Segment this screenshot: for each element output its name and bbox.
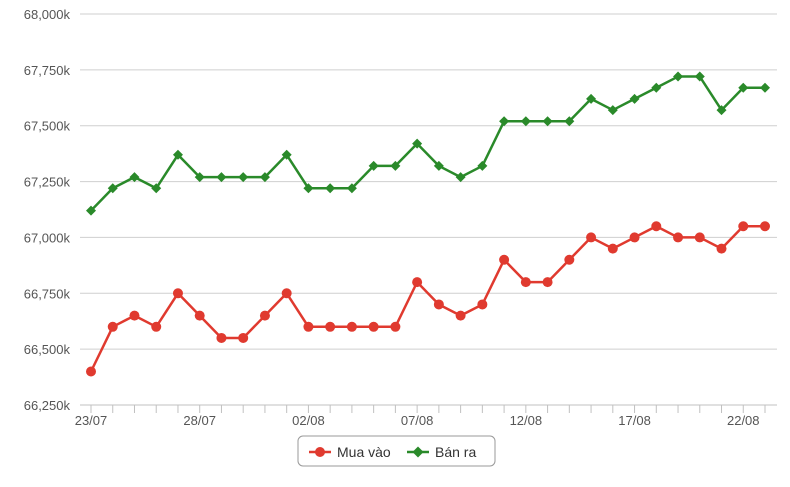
legend-marker-mua-vao	[315, 447, 325, 457]
data-point[interactable]	[325, 183, 336, 194]
data-point[interactable]	[259, 172, 270, 183]
data-point[interactable]	[346, 183, 357, 194]
data-point[interactable]	[651, 221, 662, 232]
data-point[interactable]	[194, 172, 205, 183]
legend-box	[297, 435, 496, 467]
data-point[interactable]	[673, 71, 684, 82]
y-tick-label: 67,500k	[24, 119, 71, 134]
data-point[interactable]	[86, 205, 96, 216]
data-point[interactable]	[172, 149, 183, 160]
legend[interactable]: Mua vào Bán ra	[297, 435, 496, 467]
data-point[interactable]	[455, 310, 466, 321]
data-point[interactable]	[694, 71, 705, 82]
data-point[interactable]	[651, 82, 662, 93]
data-point[interactable]	[368, 321, 379, 332]
data-point[interactable]	[259, 310, 270, 321]
x-axis: 23/07 28/07 02/08 07/08 12/08 17/08 22/08	[75, 404, 777, 428]
data-point[interactable]	[629, 93, 640, 104]
x-tick-label: 22/08	[727, 413, 760, 428]
data-point[interactable]	[629, 232, 640, 243]
data-point[interactable]	[194, 310, 205, 321]
series-line	[90, 75, 765, 212]
series-line	[89, 225, 765, 373]
data-point[interactable]	[520, 277, 531, 288]
legend-label-mua-vao: Mua vào	[337, 444, 391, 460]
data-point[interactable]	[586, 93, 597, 104]
x-tick-label: 12/08	[510, 413, 543, 428]
data-point[interactable]	[564, 116, 575, 127]
data-point[interactable]	[607, 105, 618, 116]
data-point[interactable]	[107, 183, 118, 194]
data-point[interactable]	[129, 172, 140, 183]
data-point[interactable]	[238, 172, 249, 183]
y-tick-label: 66,500k	[24, 342, 71, 357]
series-mua-vao	[86, 221, 770, 377]
legend-marker-ban-ra	[412, 446, 424, 458]
x-tick-label: 17/08	[618, 413, 651, 428]
data-point[interactable]	[542, 277, 553, 288]
data-point[interactable]	[760, 221, 770, 232]
data-point[interactable]	[564, 254, 575, 265]
data-point[interactable]	[303, 183, 314, 194]
data-point[interactable]	[390, 321, 401, 332]
data-point[interactable]	[346, 321, 357, 332]
y-axis: 66,250k 66,500k 66,750k 67,000k 67,250k 67,50…	[24, 7, 71, 413]
legend-item-ban-ra[interactable]: Bán ra	[407, 444, 476, 460]
legend-item-mua-vao[interactable]: Mua vào	[309, 444, 391, 460]
x-tick-label: 28/07	[183, 413, 216, 428]
x-tick-label: 02/08	[292, 413, 325, 428]
y-tick-label: 67,750k	[24, 63, 71, 78]
data-point[interactable]	[477, 299, 488, 310]
data-point[interactable]	[107, 321, 118, 332]
data-point[interactable]	[412, 277, 423, 288]
data-point[interactable]	[760, 82, 770, 93]
data-point[interactable]	[433, 160, 444, 171]
data-point[interactable]	[607, 243, 618, 254]
data-point[interactable]	[368, 160, 379, 171]
data-point[interactable]	[390, 160, 401, 171]
data-point[interactable]	[303, 321, 314, 332]
data-point[interactable]	[151, 183, 162, 194]
y-tick-label: 67,000k	[24, 230, 71, 245]
series-ban-ra	[86, 71, 770, 216]
data-point[interactable]	[433, 299, 444, 310]
data-point[interactable]	[586, 232, 597, 243]
data-point[interactable]	[86, 366, 96, 377]
data-point[interactable]	[499, 116, 510, 127]
legend-label-ban-ra: Bán ra	[435, 444, 476, 460]
series-layer	[86, 71, 770, 377]
data-point[interactable]	[129, 310, 140, 321]
data-point[interactable]	[542, 116, 553, 127]
data-point[interactable]	[412, 138, 423, 149]
y-tick-label: 66,250k	[24, 398, 71, 413]
data-point[interactable]	[281, 288, 292, 299]
data-point[interactable]	[738, 82, 749, 93]
data-point[interactable]	[325, 321, 336, 332]
y-tick-label: 66,750k	[24, 286, 71, 301]
x-tick-label: 07/08	[401, 413, 434, 428]
data-point[interactable]	[216, 332, 227, 343]
x-tick-label: 23/07	[75, 413, 108, 428]
data-point[interactable]	[716, 105, 727, 116]
data-point[interactable]	[738, 221, 749, 232]
data-point[interactable]	[520, 116, 531, 127]
y-tick-label: 68,000k	[24, 7, 71, 22]
data-point[interactable]	[455, 172, 466, 183]
data-point[interactable]	[216, 172, 227, 183]
data-point[interactable]	[151, 321, 162, 332]
data-point[interactable]	[172, 288, 183, 299]
data-point[interactable]	[694, 232, 705, 243]
data-point[interactable]	[716, 243, 727, 254]
grid-lines	[80, 13, 777, 350]
data-point[interactable]	[673, 232, 684, 243]
data-point[interactable]	[238, 332, 249, 343]
y-tick-label: 67,250k	[24, 175, 71, 190]
data-point[interactable]	[499, 254, 510, 265]
data-point[interactable]	[477, 160, 488, 171]
data-point[interactable]	[281, 149, 292, 160]
